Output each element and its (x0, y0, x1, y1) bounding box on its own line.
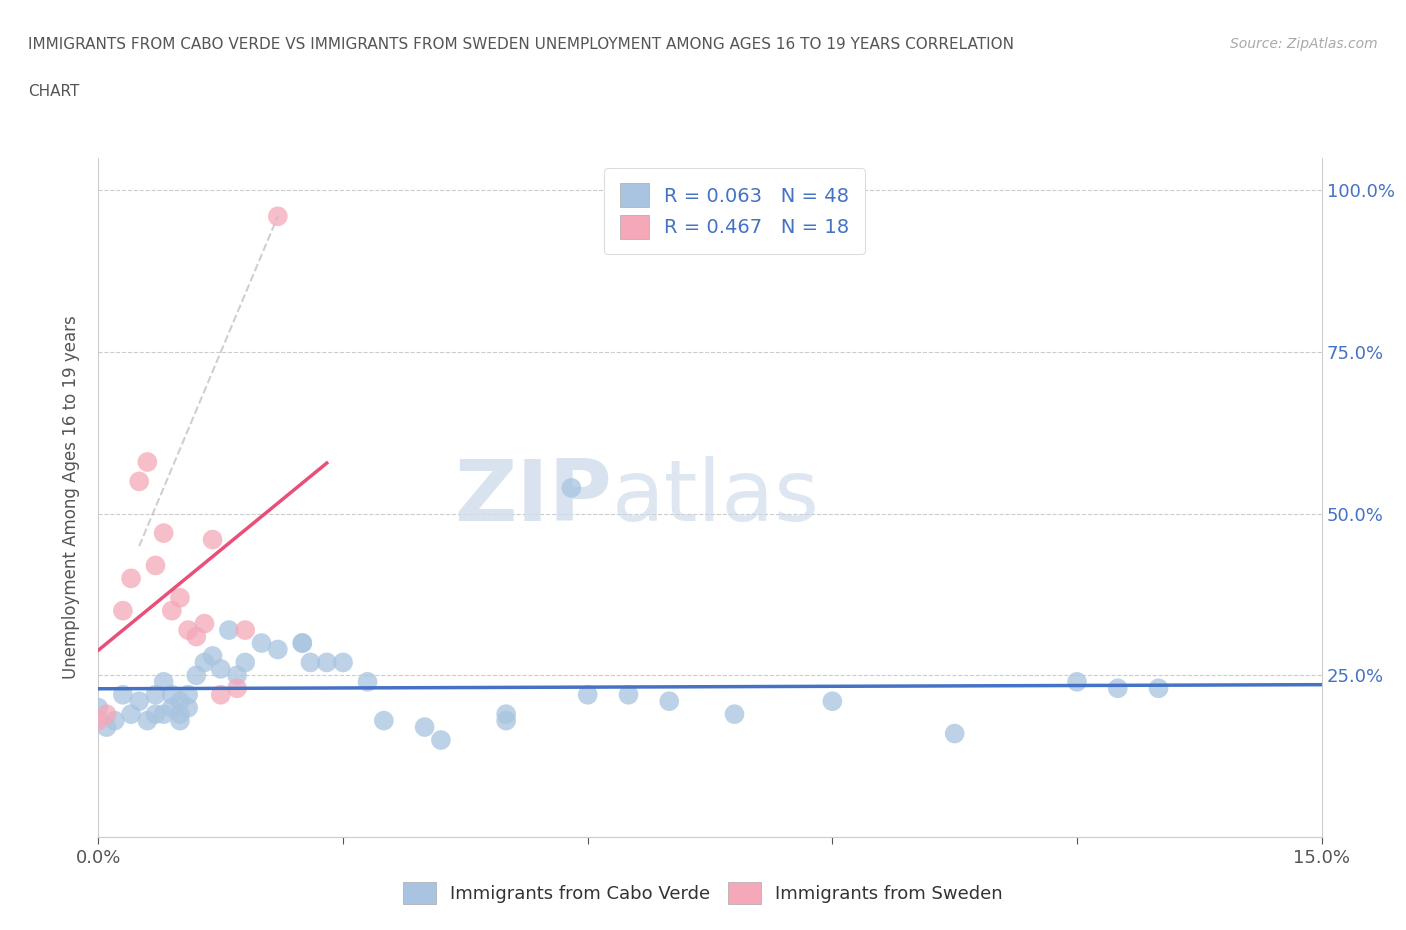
Point (201, 648, 224, 663)
Point (152, 525, 174, 540)
Text: ZIP: ZIP (454, 456, 612, 539)
Point (1147, 681, 1170, 696)
Text: IMMIGRANTS FROM CABO VERDE VS IMMIGRANTS FROM SWEDEN UNEMPLOYMENT AMONG AGES 16 : IMMIGRANTS FROM CABO VERDE VS IMMIGRANTS… (28, 37, 1014, 52)
Point (658, 694, 681, 709)
Point (169, 591, 191, 605)
Point (193, 655, 215, 670)
Point (111, 604, 134, 618)
Point (152, 674, 174, 689)
Point (291, 635, 314, 650)
Legend: Immigrants from Cabo Verde, Immigrants from Sweden: Immigrants from Cabo Verde, Immigrants f… (396, 875, 1010, 911)
Point (332, 655, 354, 670)
Point (373, 713, 395, 728)
Point (104, 713, 127, 728)
Point (1107, 681, 1129, 696)
Point (160, 700, 183, 715)
Point (186, 668, 208, 683)
Point (169, 694, 191, 709)
Point (136, 713, 159, 728)
Legend: R = 0.063   N = 48, R = 0.467   N = 18: R = 0.063 N = 48, R = 0.467 N = 18 (605, 167, 865, 254)
Point (356, 674, 378, 689)
Point (617, 687, 640, 702)
Point (267, 209, 290, 224)
Point (201, 532, 224, 547)
Point (495, 707, 517, 722)
Point (145, 687, 167, 702)
Point (1066, 674, 1088, 689)
Point (291, 635, 314, 650)
Point (152, 707, 174, 722)
Point (169, 713, 191, 728)
Point (96, 707, 118, 722)
Point (560, 481, 582, 496)
Point (413, 720, 436, 735)
Point (233, 655, 256, 670)
Point (193, 617, 215, 631)
Point (177, 623, 200, 638)
Point (120, 707, 142, 722)
Y-axis label: Unemployment Among Ages 16 to 19 years: Unemployment Among Ages 16 to 19 years (62, 315, 80, 680)
Point (209, 661, 232, 676)
Point (209, 687, 232, 702)
Point (723, 707, 745, 722)
Point (177, 687, 200, 702)
Point (943, 726, 966, 741)
Point (250, 635, 273, 650)
Point (821, 694, 844, 709)
Point (111, 687, 134, 702)
Point (226, 668, 249, 683)
Point (576, 687, 599, 702)
Point (128, 474, 150, 489)
Point (169, 707, 191, 722)
Point (233, 623, 256, 638)
Point (145, 558, 167, 573)
Text: CHART: CHART (28, 84, 80, 99)
Point (186, 629, 208, 644)
Point (120, 571, 142, 586)
Point (299, 655, 322, 670)
Point (177, 700, 200, 715)
Point (96, 720, 118, 735)
Point (267, 642, 290, 657)
Point (226, 681, 249, 696)
Point (145, 707, 167, 722)
Point (136, 455, 159, 470)
Text: atlas: atlas (612, 456, 820, 539)
Point (495, 713, 517, 728)
Point (218, 623, 240, 638)
Point (87, 700, 110, 715)
Point (160, 604, 183, 618)
Point (160, 687, 183, 702)
Point (430, 733, 453, 748)
Point (315, 655, 337, 670)
Point (128, 694, 150, 709)
Text: Source: ZipAtlas.com: Source: ZipAtlas.com (1230, 37, 1378, 51)
Point (87, 713, 110, 728)
